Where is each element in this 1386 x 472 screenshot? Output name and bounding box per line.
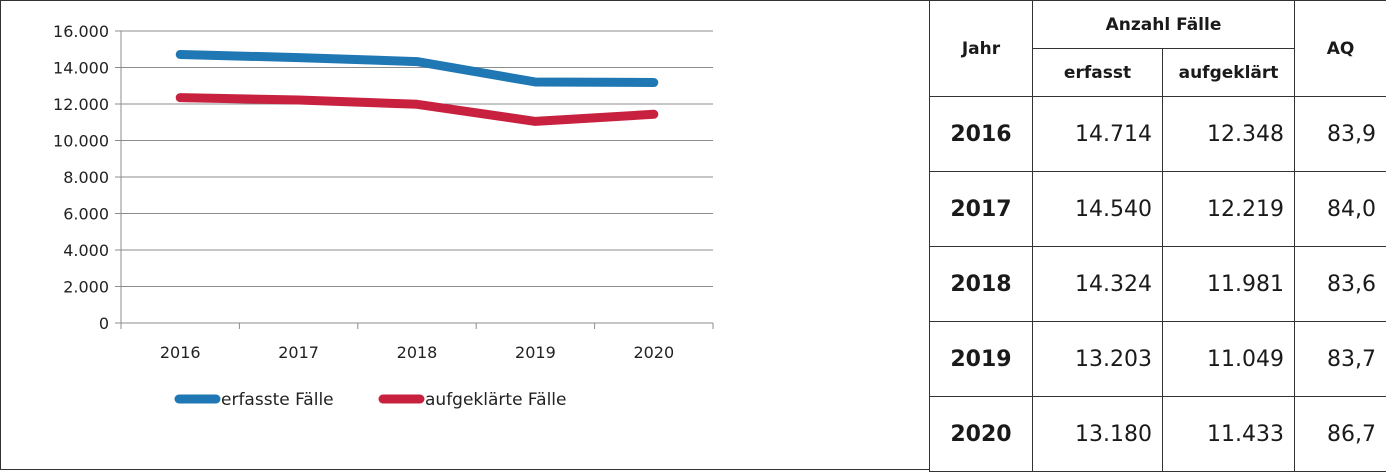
- y-tick-label: 8.000: [63, 168, 109, 187]
- x-tick-label: 2016: [160, 343, 201, 362]
- y-tick-label: 0: [99, 314, 109, 333]
- cases-table: Jahr Anzahl Fälle AQ erfasst aufgeklärt …: [929, 0, 1386, 472]
- cell-jahr: 2019: [930, 322, 1033, 397]
- cell-erfasst: 13.203: [1033, 322, 1163, 397]
- legend-label: erfasste Fälle: [221, 390, 334, 410]
- header-anzahl-faelle: Anzahl Fälle: [1033, 1, 1295, 49]
- cell-aq: 83,6: [1295, 247, 1386, 322]
- cell-erfasst: 13.180: [1033, 397, 1163, 472]
- cell-jahr: 2020: [930, 397, 1033, 472]
- cell-aufgeklaert: 11.981: [1163, 247, 1295, 322]
- legend-label: aufgeklärte Fälle: [425, 390, 566, 410]
- subheader-erfasst: erfasst: [1033, 49, 1163, 97]
- series-line-erfasste-faelle: [180, 55, 654, 83]
- y-tick-label: 14.000: [53, 59, 109, 78]
- cell-aq: 83,7: [1295, 322, 1386, 397]
- cell-erfasst: 14.714: [1033, 97, 1163, 172]
- table-row: 2020 13.180 11.433 86,7: [930, 397, 1386, 472]
- cell-aq: 83,9: [1295, 97, 1386, 172]
- cell-aufgeklaert: 12.219: [1163, 172, 1295, 247]
- cell-jahr: 2018: [930, 247, 1033, 322]
- series-line-aufgeklaerte-faelle: [180, 98, 654, 122]
- line-chart-panel: 0 2.000 4.000 6.000 8.000 10.000 12.000 14.000 1…: [0, 0, 930, 470]
- x-tick-label: 2019: [515, 343, 556, 362]
- table-row: 2016 14.714 12.348 83,9: [930, 97, 1386, 172]
- header-aq: AQ: [1295, 1, 1386, 97]
- y-tick-label: 2.000: [63, 278, 109, 297]
- cell-aq: 84,0: [1295, 172, 1386, 247]
- subheader-aufgeklaert: aufgeklärt: [1163, 49, 1295, 97]
- cell-aufgeklaert: 11.433: [1163, 397, 1295, 472]
- x-tick-label: 2017: [278, 343, 319, 362]
- table-row: 2017 14.540 12.219 84,0: [930, 172, 1386, 247]
- x-tick-label: 2018: [397, 343, 438, 362]
- cell-erfasst: 14.540: [1033, 172, 1163, 247]
- y-tick-label: 12.000: [53, 95, 109, 114]
- cell-jahr: 2017: [930, 172, 1033, 247]
- line-chart: 0 2.000 4.000 6.000 8.000 10.000 12.000 14.000 1…: [1, 1, 931, 471]
- x-tick-label: 2020: [633, 343, 674, 362]
- table-row: 2018 14.324 11.981 83,6: [930, 247, 1386, 322]
- cell-erfasst: 14.324: [1033, 247, 1163, 322]
- cell-aq: 86,7: [1295, 397, 1386, 472]
- header-jahr: Jahr: [930, 1, 1033, 97]
- y-tick-label: 4.000: [63, 241, 109, 260]
- y-tick-label: 16.000: [53, 22, 109, 41]
- cell-jahr: 2016: [930, 97, 1033, 172]
- table-row: 2019 13.203 11.049 83,7: [930, 322, 1386, 397]
- cell-aufgeklaert: 11.049: [1163, 322, 1295, 397]
- cell-aufgeklaert: 12.348: [1163, 97, 1295, 172]
- y-tick-label: 6.000: [63, 205, 109, 224]
- y-tick-label: 10.000: [53, 132, 109, 151]
